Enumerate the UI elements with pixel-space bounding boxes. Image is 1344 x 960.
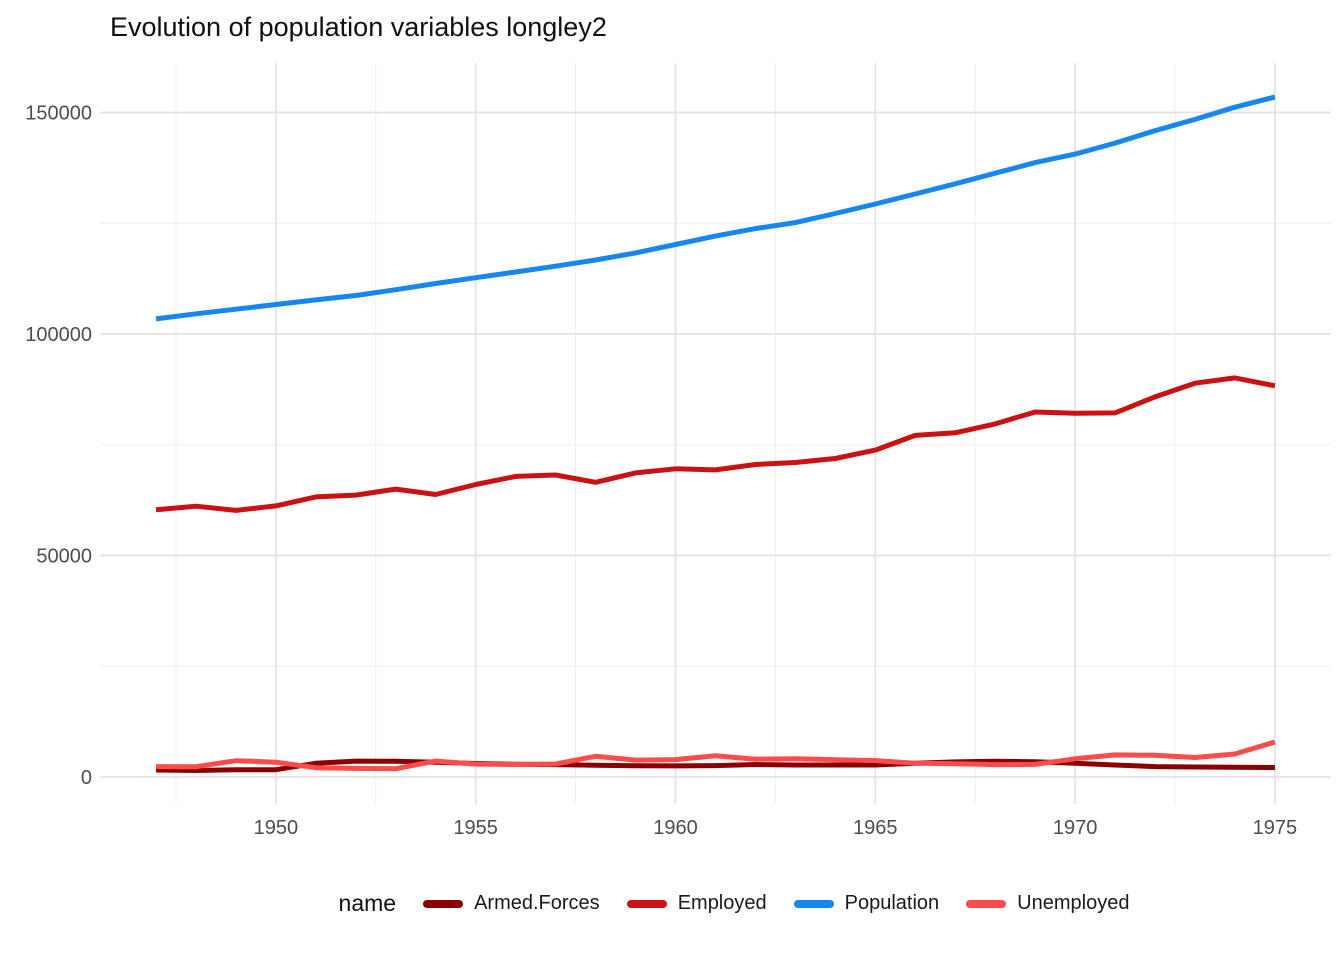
legend: name Armed.Forces Employed Population Un… xyxy=(62,890,1344,917)
y-axis-tick-labels: 0 50000 100000 150000 xyxy=(25,103,92,790)
x-tick-label: 1950 xyxy=(254,817,299,839)
legend-item-armed-forces: Armed.Forces xyxy=(423,892,600,915)
legend-label-armed-forces: Armed.Forces xyxy=(474,892,600,914)
y-tick-label: 150000 xyxy=(25,103,92,125)
series-line-population xyxy=(155,94,1276,322)
legend-item-unemployed: Unemployed xyxy=(966,892,1129,915)
series-line-unemployed xyxy=(155,739,1276,772)
series-line-armed-forces xyxy=(155,758,1275,773)
y-tick-label: 100000 xyxy=(25,324,92,346)
legend-key-unemployed-icon xyxy=(966,899,1007,908)
gridlines-minor xyxy=(100,63,1331,804)
series-line-employed xyxy=(155,375,1276,513)
x-tick-label: 1970 xyxy=(1053,817,1098,839)
legend-label-employed: Employed xyxy=(677,892,767,914)
legend-item-population: Population xyxy=(793,892,940,915)
x-tick-label: 1960 xyxy=(653,817,698,839)
legend-key-employed-icon xyxy=(626,899,667,908)
legend-item-employed: Employed xyxy=(626,892,767,915)
chart-title: Evolution of population variables longle… xyxy=(110,12,607,42)
legend-key-armed-forces-icon xyxy=(423,899,464,908)
plot-area: 1950 1955 1960 1965 1970 1975 0 50000 100000 150… xyxy=(25,63,1331,839)
y-tick-label: 0 xyxy=(81,767,92,789)
legend-label-population: Population xyxy=(844,892,940,914)
legend-label-unemployed: Unemployed xyxy=(1017,892,1130,914)
x-tick-label: 1975 xyxy=(1253,817,1298,839)
legend-key-population-icon xyxy=(793,899,834,908)
series-lines xyxy=(155,94,1276,773)
y-tick-label: 50000 xyxy=(36,546,92,568)
x-tick-label: 1955 xyxy=(453,817,498,839)
x-axis-tick-labels: 1950 1955 1960 1965 1970 1975 xyxy=(254,817,1298,839)
x-tick-label: 1965 xyxy=(853,817,898,839)
legend-title: name xyxy=(338,890,397,916)
gridlines-major xyxy=(100,63,1331,804)
